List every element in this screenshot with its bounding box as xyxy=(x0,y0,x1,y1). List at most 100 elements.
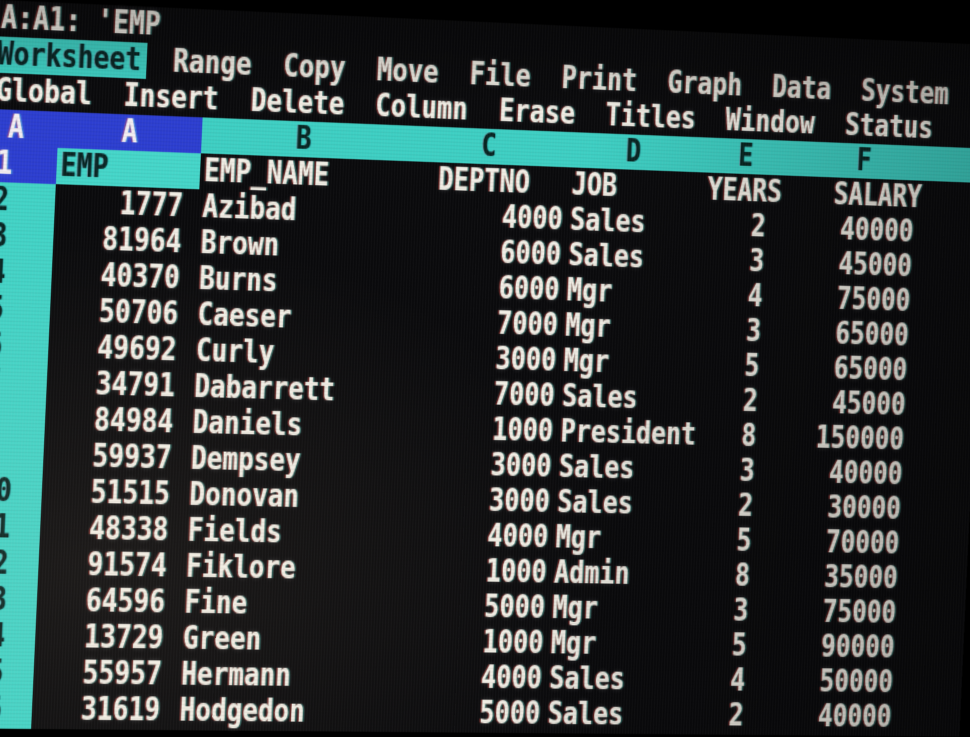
cell-salary[interactable]: 90000 xyxy=(820,628,896,666)
cell-name[interactable]: Hermann xyxy=(180,655,292,695)
cell-emp[interactable]: 40370 xyxy=(99,256,181,297)
menu-item-range[interactable]: Range xyxy=(172,42,253,84)
cell-salary[interactable]: 40000 xyxy=(828,454,904,493)
menu-item-copy[interactable]: Copy xyxy=(282,47,347,88)
cell-job[interactable]: Sales xyxy=(561,377,639,417)
cell-deptno[interactable]: 3000 xyxy=(488,482,551,521)
cell-deptno[interactable]: 6000 xyxy=(499,234,562,274)
cell-emp[interactable]: 81964 xyxy=(101,220,183,261)
submenu-item-insert[interactable]: Insert xyxy=(122,76,220,118)
menu-item-system[interactable]: System xyxy=(860,72,950,113)
row-number: 12 xyxy=(0,544,10,583)
cell-emp[interactable]: 55957 xyxy=(81,654,163,693)
column-letter-c: C xyxy=(480,127,498,165)
cell-salary[interactable]: 45000 xyxy=(831,385,907,424)
submenu-item-window[interactable]: Window xyxy=(724,101,816,142)
cell-salary[interactable]: 50000 xyxy=(818,663,894,701)
cell-job[interactable]: Sales xyxy=(546,695,625,733)
cell-job[interactable]: Sales xyxy=(569,201,647,241)
cell-salary[interactable]: 150000 xyxy=(814,419,905,458)
cell-deptno[interactable]: 3000 xyxy=(489,446,553,485)
cell-deptno[interactable]: 7000 xyxy=(492,376,556,415)
cell-name[interactable]: Burns xyxy=(198,260,279,300)
menu-item-move[interactable]: Move xyxy=(376,51,440,92)
cell-salary[interactable]: 65000 xyxy=(834,315,910,354)
cell-emp[interactable]: 1777 xyxy=(118,185,184,225)
row-number: 10 xyxy=(0,471,13,510)
cell-emp[interactable]: 84984 xyxy=(93,401,175,441)
header-years: YEARS xyxy=(706,171,783,211)
submenu-item-delete[interactable]: Delete xyxy=(249,82,346,123)
submenu-item-column[interactable]: Column xyxy=(374,87,469,128)
cell-job[interactable]: Admin xyxy=(553,554,631,593)
header-job: JOB xyxy=(570,166,618,205)
submenu-item-titles[interactable]: Titles xyxy=(604,96,697,137)
cell-name[interactable]: Curly xyxy=(195,332,276,372)
cell-deptno[interactable]: 4000 xyxy=(480,659,543,697)
cell-emp[interactable]: 31619 xyxy=(79,690,161,729)
cell-deptno[interactable]: 5000 xyxy=(478,694,542,732)
cell-emp[interactable]: 64596 xyxy=(84,582,166,621)
cell-name[interactable]: Donovan xyxy=(188,476,300,516)
menu-item-graph[interactable]: Graph xyxy=(666,64,743,104)
cell-emp[interactable]: 34791 xyxy=(94,365,176,405)
cell-job[interactable]: Sales xyxy=(556,483,634,522)
cell-deptno[interactable]: 4000 xyxy=(486,517,550,556)
cell-name[interactable]: Dempsey xyxy=(190,440,302,480)
cell-salary[interactable]: 75000 xyxy=(821,593,897,631)
cell-job[interactable]: Mgr xyxy=(550,625,598,663)
cell-name[interactable]: Daniels xyxy=(191,404,304,444)
cell-name[interactable]: Caeser xyxy=(196,296,293,337)
cell-deptno[interactable]: 3000 xyxy=(494,340,558,379)
cell-emp[interactable]: 59937 xyxy=(91,437,173,477)
submenu-item-status[interactable]: Status xyxy=(844,106,934,147)
menu-item-file[interactable]: File xyxy=(468,55,532,95)
cell-name[interactable]: Green xyxy=(181,619,263,658)
cell-salary[interactable]: 30000 xyxy=(826,489,902,528)
header-salary: SALARY xyxy=(832,176,923,216)
cell-emp[interactable]: 48338 xyxy=(88,510,170,549)
cell-deptno[interactable]: 5000 xyxy=(483,588,546,627)
cell-name[interactable]: Fields xyxy=(186,511,283,551)
submenu-item-global[interactable]: Global xyxy=(0,71,93,113)
cell-salary[interactable]: 40000 xyxy=(839,211,915,250)
cell-job[interactable]: Sales xyxy=(567,236,645,276)
cell-job[interactable]: Mgr xyxy=(566,272,614,310)
cell-salary[interactable]: 70000 xyxy=(825,524,901,562)
cell-name[interactable]: Fine xyxy=(183,583,249,622)
cell-deptno[interactable]: 6000 xyxy=(497,269,561,309)
cell-name[interactable]: Dabarrett xyxy=(193,368,336,409)
cell-deptno[interactable]: 7000 xyxy=(496,305,559,344)
cell-job[interactable]: Mgr xyxy=(554,519,602,557)
cell-name[interactable]: Hodgedon xyxy=(178,691,306,731)
cell-job[interactable]: Mgr xyxy=(551,589,599,627)
cell-emp[interactable]: 51515 xyxy=(89,473,171,513)
cell-job[interactable]: Sales xyxy=(558,448,636,487)
cell-name[interactable]: Brown xyxy=(199,224,281,264)
cell-deptno[interactable]: 1000 xyxy=(481,624,545,662)
cell-job[interactable]: Mgr xyxy=(562,342,610,381)
cell-deptno[interactable]: 1000 xyxy=(491,411,554,450)
cell-salary[interactable]: 65000 xyxy=(832,350,908,389)
cell-deptno[interactable]: 4000 xyxy=(500,199,564,238)
cell-job[interactable]: Mgr xyxy=(564,307,612,346)
row-number: 15 xyxy=(0,653,5,692)
cell-salary[interactable]: 40000 xyxy=(817,698,893,735)
cell-salary[interactable]: 75000 xyxy=(836,280,912,320)
submenu-item-erase[interactable]: Erase xyxy=(498,92,577,133)
cell-salary[interactable]: 45000 xyxy=(837,246,913,285)
menu-item-data[interactable]: Data xyxy=(771,68,833,108)
cell-job[interactable]: Sales xyxy=(548,660,626,698)
header-deptno: DEPTNO xyxy=(437,161,531,202)
cell-salary[interactable]: 35000 xyxy=(823,559,899,597)
cell-cursor-a1[interactable]: EMP xyxy=(55,147,201,190)
cell-emp[interactable]: 49692 xyxy=(96,329,178,369)
cell-deptno[interactable]: 1000 xyxy=(484,553,548,591)
cell-emp[interactable]: 13729 xyxy=(83,618,165,657)
cell-emp[interactable]: 50706 xyxy=(98,293,179,333)
cell-name[interactable]: Fiklore xyxy=(185,547,297,587)
cell-emp[interactable]: 91574 xyxy=(86,546,168,585)
header-emp-name: EMP_NAME xyxy=(203,152,331,194)
cell-name[interactable]: Azibad xyxy=(201,188,298,229)
menu-item-print[interactable]: Print xyxy=(560,59,639,100)
